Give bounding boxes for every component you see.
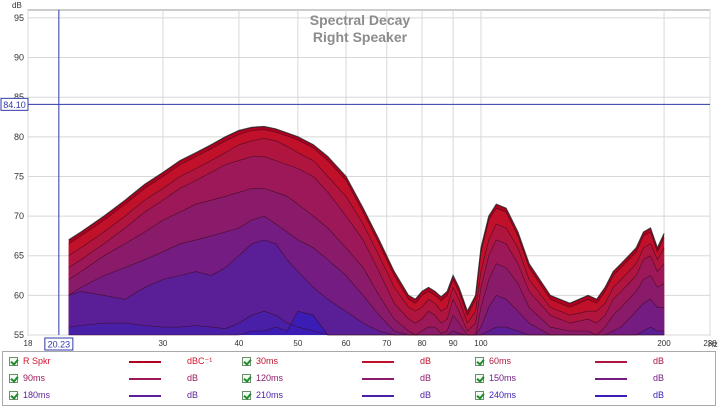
y-tick-label: 70 xyxy=(14,211,24,221)
y-tick-label: 55 xyxy=(14,330,24,340)
x-tick-label: 60 xyxy=(342,339,351,348)
legend-item: 150ms dB xyxy=(475,372,695,389)
legend-item: 180ms dB xyxy=(9,389,229,406)
legend-unit: dB xyxy=(420,390,432,400)
decay-fill-180ms xyxy=(68,239,665,335)
x-tick-label: 200 xyxy=(657,339,671,348)
legend-item: 90ms dB xyxy=(9,372,229,389)
x-axis-unit: Hz xyxy=(708,340,718,349)
decay-lines xyxy=(68,125,665,336)
cursor[interactable]: 84.10 20.23 xyxy=(0,10,710,351)
x-tick-label: 238 xyxy=(703,339,717,348)
x-tick-label: 50 xyxy=(293,339,302,348)
legend-color-swatch xyxy=(129,378,161,380)
legend-unit: dBC⁻¹ xyxy=(187,356,213,366)
legend-unit: dB xyxy=(653,356,665,366)
decay-line-30ms xyxy=(68,129,665,316)
x-tick-label: 70 xyxy=(382,339,391,348)
decay-line-120ms xyxy=(68,188,665,336)
cursor-x-box xyxy=(44,337,74,351)
legend-item: R Spkr dBC⁻¹ xyxy=(9,355,229,372)
legend-color-swatch xyxy=(129,361,161,363)
legend-series-name: 60ms xyxy=(489,356,512,366)
cursor-y-box xyxy=(0,97,29,111)
legend-series-name: 30ms xyxy=(256,356,279,366)
legend-checkbox[interactable] xyxy=(475,357,484,366)
legend-unit: dB xyxy=(187,373,199,383)
legend-color-swatch xyxy=(362,378,394,380)
legend-checkbox[interactable] xyxy=(242,374,251,383)
legend-unit: dB xyxy=(420,373,432,383)
legend-series-name: 150ms xyxy=(489,373,517,383)
decay-line-60ms xyxy=(68,138,665,324)
legend-item: 60ms dB xyxy=(475,355,695,372)
legend-color-swatch xyxy=(595,361,627,363)
legend-checkbox[interactable] xyxy=(242,357,251,366)
legend-series-name: 90ms xyxy=(23,373,46,383)
legend-unit: dB xyxy=(653,373,665,383)
x-tick-label: 30 xyxy=(158,339,167,348)
legend-series-name: 180ms xyxy=(23,390,51,400)
x-tick-label: 18 xyxy=(24,339,33,348)
y-tick-label: 75 xyxy=(14,171,24,181)
legend-series-name: 120ms xyxy=(256,373,284,383)
spectral-decay-chart: 55 60 65 70 75 80 85 90 95 18 30 40 50 60 70 80 90 100 20… xyxy=(0,1,718,351)
legend-item: 120ms dB xyxy=(242,372,462,389)
decay-fill-210ms xyxy=(68,311,665,335)
y-tick-labels: 55 60 65 70 75 80 85 90 95 xyxy=(14,13,24,340)
legend-unit: dB xyxy=(187,390,199,400)
cursor-x-readout: 20.23 xyxy=(48,340,71,350)
legend-color-swatch xyxy=(595,395,627,397)
legend-checkbox[interactable] xyxy=(9,374,18,383)
x-tick-label: 90 xyxy=(449,339,458,348)
legend-color-swatch xyxy=(362,395,394,397)
legend-color-swatch xyxy=(595,378,627,380)
legend-checkbox[interactable] xyxy=(475,391,484,400)
legend-item: 240ms dB xyxy=(475,389,695,406)
chart-title: Spectral Decay xyxy=(310,12,411,28)
x-tick-label: 40 xyxy=(234,339,243,348)
decay-line-90ms xyxy=(68,156,665,332)
decay-line-240ms xyxy=(68,310,665,336)
legend-series-name: 240ms xyxy=(489,390,517,400)
y-tick-label: 65 xyxy=(14,251,24,261)
legend-unit: dB xyxy=(420,356,432,366)
legend-item: 210ms dB xyxy=(242,389,462,406)
y-tick-label: 60 xyxy=(14,290,24,300)
legend-checkbox[interactable] xyxy=(242,391,251,400)
x-tick-label: 80 xyxy=(418,339,427,348)
cursor-y-readout: 84.10 xyxy=(3,100,26,110)
legend-unit: dB xyxy=(653,390,665,400)
x-tick-labels: 18 30 40 50 60 70 80 90 100 200 238 xyxy=(24,339,718,348)
y-tick-label: 95 xyxy=(14,13,24,23)
y-tick-label: 90 xyxy=(14,53,24,63)
y-tick-label: 85 xyxy=(14,92,24,102)
legend-item: 30ms dB xyxy=(242,355,462,372)
y-axis-unit: dB xyxy=(12,1,22,10)
chart-subtitle: Right Speaker xyxy=(313,29,408,45)
legend-panel: R Spkr dBC⁻¹ 30ms dB 60ms dB 90ms dB 120ms dB 150m… xyxy=(2,351,716,406)
legend-checkbox[interactable] xyxy=(475,374,484,383)
legend-checkbox[interactable] xyxy=(9,357,18,366)
legend-checkbox[interactable] xyxy=(9,391,18,400)
decay-line-r-spkr xyxy=(68,125,665,313)
legend-color-swatch xyxy=(129,395,161,397)
legend-series-name: 210ms xyxy=(256,390,284,400)
x-tick-label: 100 xyxy=(474,339,488,348)
legend-color-swatch xyxy=(362,361,394,363)
y-tick-label: 80 xyxy=(14,132,24,142)
legend-series-name: R Spkr xyxy=(23,356,51,366)
